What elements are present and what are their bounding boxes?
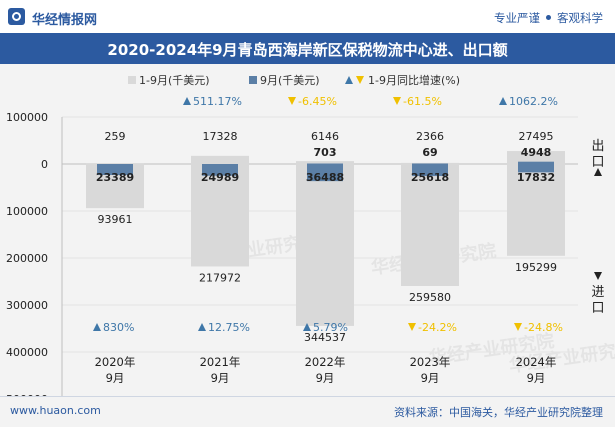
bar-import-month [97, 164, 133, 175]
bar-export-cumulative [191, 155, 249, 164]
export-growth-triangle-icon [183, 97, 191, 105]
x-tick-label-year: 2021年 [200, 355, 241, 369]
y-tick-label: 300000 [6, 299, 48, 312]
label-export-cumulative: 259 [105, 130, 126, 143]
label-export-cumulative: 6146 [311, 130, 339, 143]
label-import-cumulative: 195299 [515, 261, 557, 274]
legend-label-cumulative: 1-9月(千美元) [139, 74, 210, 87]
label-import-cumulative: 344537 [304, 331, 346, 344]
data-source: 资料来源：中国海关，华经产业研究院整理 [394, 406, 603, 419]
label-import-cumulative: 217972 [199, 271, 241, 284]
x-tick-label-month: 9月 [421, 371, 440, 385]
slogan-2: 客观科学 [557, 11, 603, 25]
import-growth-triangle-icon [93, 323, 101, 331]
label-export-growth: -6.45% [298, 95, 337, 108]
label-import-growth: -24.8% [524, 321, 563, 334]
slogan: 专业严谨 客观科学 [494, 10, 603, 26]
label-import-month: 24989 [201, 171, 239, 184]
label-export-cumulative: 17328 [203, 130, 238, 143]
legend-down-triangle-icon [356, 76, 364, 84]
bar-export-cumulative [507, 151, 565, 164]
x-tick-label-month: 9月 [527, 371, 546, 385]
legend-swatch-cumulative [128, 76, 136, 84]
bar-export-month [307, 163, 343, 164]
label-export-month: 4948 [521, 146, 552, 159]
import-growth-triangle-icon [198, 323, 206, 331]
y-tick-label: 400000 [6, 346, 48, 359]
chart: 华经产业研究院华经产业研究院华经产业研究院华经产业研究院1-9月(千美元)9月(… [6, 73, 615, 396]
import-growth-triangle-icon [303, 323, 311, 331]
legend-label-growth: 1-9月同比增速(%) [368, 73, 460, 87]
bar-import-month [412, 164, 448, 177]
y-tick-label: 0 [41, 158, 48, 171]
export-growth-triangle-icon [288, 97, 296, 105]
slogan-1: 专业严谨 [494, 11, 540, 25]
label-export-growth: 1062.2% [509, 95, 558, 108]
bar-export-month [412, 163, 448, 164]
import-growth-triangle-icon [514, 323, 522, 331]
label-import-cumulative: 259580 [409, 291, 451, 304]
label-import-month: 36488 [306, 171, 344, 184]
label-export-cumulative: 2366 [416, 130, 444, 143]
logo-icon [8, 8, 25, 25]
export-side-label-1: 出 [591, 139, 604, 154]
label-export-month: 703 [314, 146, 337, 159]
export-side-label-2: 口 [591, 155, 604, 170]
bar-export-cumulative [296, 161, 354, 164]
bar-import-month [307, 164, 343, 182]
bar-import-cumulative [507, 164, 565, 256]
top-bar: 华经情报网 专业严谨 客观科学 [0, 0, 615, 33]
bar-import-month [202, 164, 238, 176]
label-import-growth: 830% [103, 321, 134, 334]
label-import-month: 25618 [411, 171, 449, 184]
x-tick-label-month: 9月 [211, 371, 230, 385]
y-tick-label: 200000 [6, 252, 48, 265]
y-tick-label: 100000 [6, 111, 48, 124]
y-tick-label: 500000 [6, 393, 48, 396]
bar-import-cumulative [296, 164, 354, 326]
label-import-growth: -24.2% [418, 321, 457, 334]
title-bar: 2020-2024年9月青岛西海岸新区保税物流中心进、出口额 [0, 33, 615, 64]
import-down-arrow-icon [594, 272, 602, 280]
legend-swatch-month [249, 76, 257, 84]
site-url: www.huaon.com [10, 404, 101, 417]
x-tick-label-month: 9月 [316, 371, 335, 385]
x-tick-label-year: 2023年 [410, 355, 451, 369]
label-import-month: 17832 [517, 171, 555, 184]
slogan-dot-icon [546, 15, 551, 20]
brand-name: 华经情报网 [32, 13, 98, 28]
label-import-month: 23389 [96, 171, 134, 184]
label-export-growth: 511.17% [193, 95, 242, 108]
bar-import-cumulative [401, 164, 459, 287]
bar-export-month [518, 161, 554, 164]
import-side-label-2: 口 [591, 301, 604, 316]
bar-import-month [518, 164, 554, 173]
import-side-label-1: 进 [591, 285, 604, 300]
export-growth-triangle-icon [393, 97, 401, 105]
x-tick-label-year: 2020年 [95, 355, 136, 369]
bar-import-cumulative [191, 164, 249, 267]
export-growth-triangle-icon [499, 97, 507, 105]
legend-label-month: 9月(千美元) [260, 74, 320, 87]
import-growth-triangle-icon [408, 323, 416, 331]
label-import-growth: 12.75% [208, 321, 250, 334]
legend-up-triangle-icon [345, 76, 353, 84]
label-export-cumulative: 27495 [519, 130, 554, 143]
x-tick-label-year: 2022年 [305, 355, 346, 369]
label-export-month: 69 [422, 146, 437, 159]
label-export-growth: -61.5% [403, 95, 442, 108]
label-import-growth: 5.79% [313, 321, 348, 334]
bar-export-cumulative [401, 162, 459, 164]
export-up-arrow-icon [594, 168, 602, 176]
y-tick-label: 100000 [6, 205, 48, 218]
footer-divider [0, 396, 615, 397]
x-tick-label-year: 2024年 [516, 355, 557, 369]
chart-title: 2020-2024年9月青岛西海岸新区保税物流中心进、出口额 [107, 41, 508, 59]
footer: www.huaon.com 资料来源：中国海关，华经产业研究院整理 [0, 396, 615, 427]
label-import-cumulative: 93961 [98, 213, 133, 226]
x-tick-label-month: 9月 [106, 371, 125, 385]
